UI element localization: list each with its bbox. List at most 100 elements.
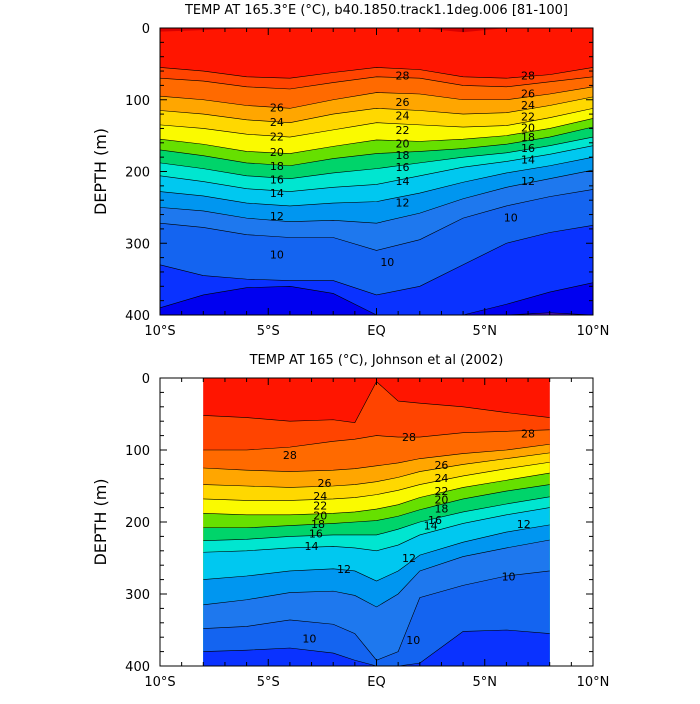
isotherm-18 <box>159 126 594 167</box>
contour-label: 10 <box>502 571 516 584</box>
temp-band-7 <box>160 282 593 315</box>
contour-label: 12 <box>337 563 351 576</box>
contour-label: 14 <box>270 187 284 200</box>
y-tick-label: 0 <box>142 22 150 37</box>
y-tick-label: 100 <box>125 94 150 109</box>
contour-label: 20 <box>434 494 448 507</box>
x-tick-label: EQ <box>367 675 385 690</box>
contour-label: 22 <box>313 499 327 512</box>
isotherm-22 <box>203 461 550 501</box>
y-axis-label: DEPTH (m) <box>91 128 110 215</box>
contour-label: 28 <box>402 431 416 444</box>
contour-label: 10 <box>270 249 284 262</box>
isotherm-20 <box>159 118 594 154</box>
contour-label: 20 <box>313 510 327 523</box>
contour-label: 16 <box>309 528 323 541</box>
contour-label: 22 <box>270 130 284 143</box>
contour-label: 22 <box>521 110 535 123</box>
contour-label: 28 <box>521 69 535 82</box>
isotherm-24 <box>159 96 594 124</box>
y-tick-label: 200 <box>125 166 150 181</box>
isotherm-24 <box>203 452 550 488</box>
isotherm-9 <box>159 225 594 296</box>
panel-title: TEMP AT 165.3°E (°C), b40.1850.track1.1d… <box>184 3 568 18</box>
x-tick-label: 5°N <box>473 324 498 339</box>
contour-label: 18 <box>395 149 409 162</box>
contour-label: 26 <box>434 459 448 472</box>
temp-band-8 <box>203 630 550 666</box>
isotherm-18 <box>203 484 550 529</box>
isotherm-16 <box>203 496 550 542</box>
x-tick-label: EQ <box>367 324 385 339</box>
y-tick-label: 0 <box>142 372 150 387</box>
y-tick-label: 400 <box>125 660 150 675</box>
contour-label: 28 <box>395 69 409 82</box>
y-tick-label: 300 <box>125 237 150 252</box>
x-tick-label: 10°S <box>144 675 175 690</box>
contour-panel-2: TEMP AT 165 (°C), Johnson et al (2002) DE… <box>91 353 609 690</box>
contour-label: 28 <box>283 449 297 462</box>
contour-panel-1: TEMP AT 165.3°E (°C), b40.1850.track1.1d… <box>91 3 609 339</box>
x-tick-label: 10°N <box>577 675 610 690</box>
contour-label: 24 <box>521 99 535 112</box>
contour-label: 12 <box>395 196 409 209</box>
isotherm-16 <box>159 136 594 179</box>
contour-label: 24 <box>434 472 448 485</box>
y-axis-label: DEPTH (m) <box>91 478 110 565</box>
isotherm-26 <box>159 86 594 109</box>
contour-label: 16 <box>395 161 409 174</box>
isotherm-28 <box>159 76 594 90</box>
contour-label: 22 <box>434 485 448 498</box>
isotherm-14 <box>159 145 594 192</box>
isotherm-20 <box>203 472 550 516</box>
contour-label: 24 <box>270 116 284 129</box>
contour-label: 16 <box>428 514 442 527</box>
contour-label: 10 <box>504 211 518 224</box>
x-tick-label: 10°N <box>577 324 610 339</box>
contour-label: 14 <box>424 520 438 533</box>
contour-label: 18 <box>434 502 448 515</box>
isotherm-11 <box>159 169 594 224</box>
contour-label: 10 <box>302 633 316 646</box>
y-tick-label: 400 <box>125 309 150 324</box>
contour-label: 14 <box>521 153 535 166</box>
contour-label: 24 <box>395 110 409 123</box>
contour-label: 14 <box>305 540 319 553</box>
x-tick-label: 5°S <box>257 675 280 690</box>
contour-label: 10 <box>406 634 420 647</box>
contour-label: 18 <box>270 160 284 173</box>
isotherm-28 <box>203 429 550 451</box>
x-tick-label: 5°S <box>257 324 280 339</box>
isotherm-10 <box>159 189 594 251</box>
contour-label: 18 <box>311 518 325 531</box>
isotherm-26 <box>203 443 550 472</box>
contour-label: 16 <box>521 142 535 155</box>
isotherm-22 <box>159 108 594 138</box>
y-tick-label: 200 <box>125 516 150 531</box>
isotherm-12 <box>159 156 594 207</box>
contour-label: 26 <box>270 102 284 115</box>
contour-label: 26 <box>521 87 535 100</box>
contour-label: 12 <box>402 552 416 565</box>
contour-label: 28 <box>521 427 535 440</box>
isotherm-12 <box>203 524 550 582</box>
x-tick-label: 10°S <box>144 324 175 339</box>
contour-label: 14 <box>395 175 409 188</box>
y-tick-label: 100 <box>125 444 150 459</box>
y-tick-label: 300 <box>125 588 150 603</box>
contour-label: 10 <box>380 256 394 269</box>
contour-label: 18 <box>521 131 535 144</box>
x-tick-label: 5°N <box>473 675 498 690</box>
contour-label: 22 <box>395 124 409 137</box>
contour-label: 12 <box>270 210 284 223</box>
contour-label: 24 <box>313 490 327 503</box>
contour-label: 20 <box>270 146 284 159</box>
isotherm-14 <box>203 507 550 553</box>
isotherm-29 <box>159 67 594 79</box>
contour-label: 26 <box>318 477 332 490</box>
panel-title: TEMP AT 165 (°C), Johnson et al (2002) <box>249 353 504 368</box>
isotherm-11 <box>203 539 550 608</box>
contour-label: 20 <box>395 138 409 151</box>
